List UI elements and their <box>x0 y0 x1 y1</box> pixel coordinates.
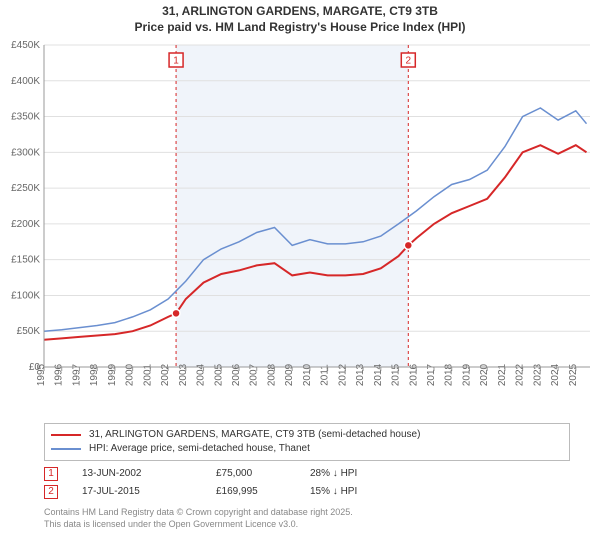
legend: 31, ARLINGTON GARDENS, MARGATE, CT9 3TB … <box>44 423 570 461</box>
chart-title-block: 31, ARLINGTON GARDENS, MARGATE, CT9 3TB … <box>0 0 600 37</box>
svg-text:£100K: £100K <box>11 291 40 302</box>
legend-label-blue: HPI: Average price, semi-detached house,… <box>89 442 310 456</box>
transactions-block: 1 13-JUN-2002 £75,000 28% ↓ HPI 2 17-JUL… <box>44 465 570 501</box>
transaction-row-1: 1 13-JUN-2002 £75,000 28% ↓ HPI <box>44 465 570 483</box>
title-line-2: Price paid vs. HM Land Registry's House … <box>0 20 600 36</box>
txn-price-1: £75,000 <box>216 465 286 483</box>
legend-swatch-red <box>51 434 81 436</box>
svg-text:£400K: £400K <box>11 76 40 87</box>
txn-marker-2: 2 <box>44 485 58 499</box>
title-line-1: 31, ARLINGTON GARDENS, MARGATE, CT9 3TB <box>0 4 600 20</box>
footer-attribution: Contains HM Land Registry data © Crown c… <box>44 507 570 530</box>
txn-delta-1: 28% ↓ HPI <box>310 465 357 483</box>
txn-delta-2: 15% ↓ HPI <box>310 483 357 501</box>
svg-text:£150K: £150K <box>11 255 40 266</box>
line-chart-svg: £0£50K£100K£150K£200K£250K£300K£350K£400… <box>0 37 600 417</box>
txn-date-2: 17-JUL-2015 <box>82 483 192 501</box>
svg-text:£50K: £50K <box>17 326 41 337</box>
txn-price-2: £169,995 <box>216 483 286 501</box>
svg-text:£300K: £300K <box>11 148 40 159</box>
legend-row-blue: HPI: Average price, semi-detached house,… <box>51 442 563 456</box>
footer-line-2: This data is licensed under the Open Gov… <box>44 519 570 531</box>
svg-text:1: 1 <box>173 56 179 67</box>
footer-line-1: Contains HM Land Registry data © Crown c… <box>44 507 570 519</box>
svg-text:2: 2 <box>406 56 412 67</box>
transaction-row-2: 2 17-JUL-2015 £169,995 15% ↓ HPI <box>44 483 570 501</box>
svg-text:£350K: £350K <box>11 112 40 123</box>
legend-row-red: 31, ARLINGTON GARDENS, MARGATE, CT9 3TB … <box>51 428 563 442</box>
svg-text:£200K: £200K <box>11 219 40 230</box>
txn-marker-1: 1 <box>44 467 58 481</box>
chart-area: £0£50K£100K£150K£200K£250K£300K£350K£400… <box>0 37 600 417</box>
svg-text:£450K: £450K <box>11 40 40 51</box>
legend-swatch-blue <box>51 448 81 450</box>
txn-date-1: 13-JUN-2002 <box>82 465 192 483</box>
legend-label-red: 31, ARLINGTON GARDENS, MARGATE, CT9 3TB … <box>89 428 420 442</box>
svg-text:£250K: £250K <box>11 183 40 194</box>
